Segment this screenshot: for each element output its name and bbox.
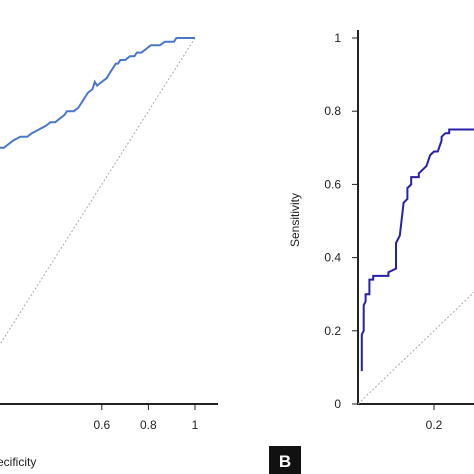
panel-b-y-tick-label: 0.4 [324, 251, 341, 265]
panel-a: 0.6 0.8 1 ecificity [0, 37, 218, 469]
panel-b-y-tick-label: 0.8 [324, 104, 341, 118]
panel-b-x-ticks: 0.2 [426, 404, 443, 432]
panel-b-y-tick-label: 1 [334, 31, 341, 45]
panel-b-label-box [269, 446, 301, 474]
panel-a-reference-line [0, 37, 196, 346]
panel-b-roc-curve [360, 128, 474, 372]
panel-b-y-tick-label: 0.2 [324, 324, 341, 338]
panel-a-x-axis-title: ecificity [0, 455, 36, 469]
panel-a-roc-curve [0, 37, 195, 149]
panel-b-label: B [269, 446, 301, 474]
panel-b: 0 0.2 0.4 0.6 0.8 1 0.2 Sensitivity [288, 30, 474, 432]
panel-b-reference-line [357, 291, 474, 405]
panel-b-y-tick-label: 0 [334, 397, 341, 411]
panel-a-x-tick-label: 1 [192, 418, 199, 432]
panel-b-y-tick-label: 0.6 [324, 177, 341, 191]
panel-b-x-tick-label: 0.2 [426, 418, 443, 432]
panel-a-x-ticks: 0.6 0.8 1 [93, 404, 199, 432]
panel-b-y-axis-title: Sensitivity [288, 193, 302, 247]
panel-a-x-tick-label: 0.6 [93, 418, 110, 432]
panel-a-x-tick-label: 0.8 [140, 418, 157, 432]
panel-b-y-ticks: 0 0.2 0.4 0.6 0.8 1 [324, 31, 358, 411]
panel-b-letter: B [279, 452, 291, 471]
